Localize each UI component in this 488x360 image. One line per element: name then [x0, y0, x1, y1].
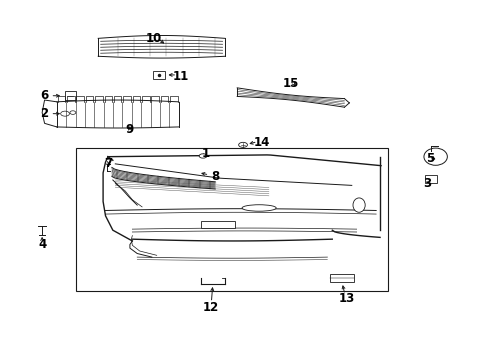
Text: 8: 8 — [211, 170, 219, 183]
Text: 6: 6 — [41, 89, 49, 102]
Text: 7: 7 — [103, 157, 112, 170]
Bar — [424, 175, 436, 183]
Ellipse shape — [352, 198, 365, 212]
Text: 12: 12 — [202, 301, 218, 314]
Text: 15: 15 — [282, 77, 298, 90]
Text: 13: 13 — [338, 292, 354, 305]
Ellipse shape — [242, 205, 276, 211]
Text: 1: 1 — [201, 147, 209, 159]
Ellipse shape — [238, 142, 247, 147]
Ellipse shape — [61, 111, 69, 116]
Ellipse shape — [199, 154, 206, 158]
Text: 14: 14 — [253, 136, 269, 149]
Bar — [76, 148, 387, 291]
Text: 3: 3 — [423, 177, 430, 190]
Bar — [329, 274, 353, 282]
Bar — [200, 221, 234, 228]
Text: 10: 10 — [146, 32, 162, 45]
Bar — [153, 71, 164, 78]
Bar — [65, 91, 76, 100]
Text: 5: 5 — [425, 152, 433, 165]
Text: 2: 2 — [41, 107, 48, 120]
Ellipse shape — [70, 111, 76, 114]
Text: 9: 9 — [125, 123, 134, 136]
Text: 4: 4 — [38, 238, 46, 251]
Text: 11: 11 — [173, 69, 189, 82]
